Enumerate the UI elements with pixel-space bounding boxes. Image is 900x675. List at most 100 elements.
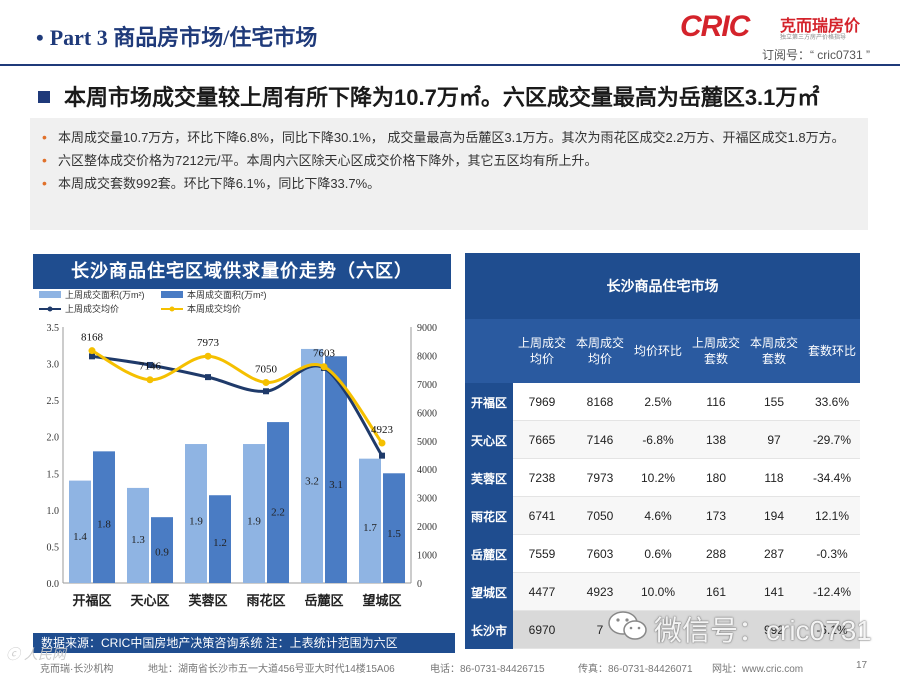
summary-box: 本周成交量10.7万方，环比下降6.8%，同比下降30.1%， 成交量最高为岳麓… bbox=[30, 118, 868, 230]
table-cell: 6741 bbox=[528, 509, 556, 523]
bar-data-label: 1.5 bbox=[387, 528, 401, 540]
y-left-tick-label: 0.5 bbox=[47, 542, 60, 553]
table-column-header: 均价环比 bbox=[633, 344, 682, 358]
y-right-tick-label: 0 bbox=[417, 579, 422, 590]
table-row-header: 天心区 bbox=[465, 421, 513, 459]
logo-chinese-name: 克而瑞房价 bbox=[780, 18, 861, 35]
bar-this-week bbox=[209, 495, 231, 583]
y-left-tick-label: 3.0 bbox=[47, 360, 60, 371]
table-cell: -12.4% bbox=[812, 585, 852, 599]
legend-marker bbox=[47, 306, 53, 312]
legend-label: 本周成交面积(万m²) bbox=[187, 289, 267, 300]
line-data-label: 4923 bbox=[371, 424, 394, 436]
legend-label: 本周成交均价 bbox=[187, 303, 241, 314]
bar-last-week bbox=[69, 480, 91, 583]
legend-label: 上周成交面积(万m²) bbox=[65, 289, 145, 300]
x-tick-label: 芙蓉区 bbox=[188, 593, 227, 608]
corner-watermark: ⓒ 人民网 bbox=[6, 646, 66, 662]
table-cell: -6.8% bbox=[642, 433, 674, 447]
title-bullet: • bbox=[36, 25, 44, 50]
table-cell: 4923 bbox=[586, 585, 614, 599]
table-row: 望城区 4477 4923 10.0% 161 141 -12.4% bbox=[465, 573, 860, 611]
subscribe-id: 订阅号：“ cric0731 ” bbox=[761, 48, 870, 62]
summary-item: 六区整体成交价格为7212元/平。本周内六区除天心区成交价格下降外，其它五区均有… bbox=[42, 149, 856, 172]
table-cell: 7969 bbox=[528, 395, 556, 409]
legend-swatch bbox=[161, 291, 183, 298]
table-cell: 155 bbox=[763, 395, 785, 409]
bar-this-week bbox=[383, 473, 405, 583]
footer-website[interactable]: 网址：www.cric.com bbox=[712, 664, 804, 675]
line-marker bbox=[379, 452, 385, 459]
footer-phone: 电话：86-0731-84426715 bbox=[430, 664, 545, 675]
bar-last-week bbox=[185, 444, 207, 583]
x-tick-label: 望城区 bbox=[362, 593, 401, 608]
line-marker bbox=[378, 439, 386, 447]
y-right-tick-label: 2000 bbox=[417, 522, 437, 533]
line-marker bbox=[205, 374, 211, 381]
line-data-label: 7973 bbox=[197, 337, 220, 349]
table-cell: 7973 bbox=[586, 471, 614, 485]
table-row: 长沙市 6970 7 992 -6.1% bbox=[465, 611, 860, 649]
x-tick-label: 岳麓区 bbox=[304, 593, 343, 608]
y-right-tick-label: 5000 bbox=[417, 437, 437, 448]
page-number: 17 bbox=[856, 660, 868, 671]
line-marker bbox=[88, 347, 96, 355]
headline-text: 本周市场成交量较上周有所下降为10.7万㎡。六区成交量最高为岳麓区3.1万㎡ bbox=[64, 85, 820, 110]
logo-tagline: 独立第三方房产价格指导 bbox=[780, 35, 847, 41]
bar-this-week bbox=[325, 356, 347, 583]
line-marker bbox=[204, 352, 212, 360]
line-marker bbox=[320, 363, 328, 371]
square-bullet-icon bbox=[38, 91, 50, 104]
bar-data-label: 2.2 bbox=[271, 506, 285, 518]
table-column-header: 上周成交套数 bbox=[691, 336, 740, 366]
y-right-tick-label: 8000 bbox=[417, 351, 437, 362]
bar-data-label: 1.7 bbox=[363, 522, 377, 534]
bar-data-label: 1.3 bbox=[131, 534, 145, 546]
footer-address: 地址：湖南省长沙市五一大道456号亚大时代14楼15A06 bbox=[148, 664, 395, 675]
line-marker bbox=[146, 376, 154, 384]
y-left-tick-label: 2.5 bbox=[47, 396, 60, 407]
y-right-tick-label: 3000 bbox=[417, 494, 437, 505]
table-cell: 173 bbox=[705, 509, 727, 523]
table-row-header: 岳麓区 bbox=[465, 535, 513, 573]
table-cell: 118 bbox=[764, 471, 784, 485]
bar-last-week bbox=[301, 348, 323, 583]
table-cell: 4477 bbox=[528, 585, 556, 599]
table-cell: 4.6% bbox=[644, 509, 672, 523]
chart-title: 长沙商品住宅区域供求量价走势（六区） bbox=[33, 254, 451, 289]
line-data-label: 7146 bbox=[139, 361, 162, 373]
table-cell: 287 bbox=[763, 547, 785, 561]
bar-data-label: 1.4 bbox=[73, 531, 87, 543]
table-cell: 138 bbox=[705, 433, 727, 447]
headline: 本周市场成交量较上周有所下降为10.7万㎡。六区成交量最高为岳麓区3.1万㎡ bbox=[38, 80, 819, 112]
footer: 克而瑞·长沙机构 地址：湖南省长沙市五一大道456号亚大时代14楼15A06 电… bbox=[0, 656, 900, 675]
table-cell: 7 bbox=[596, 623, 604, 637]
cric-logo: CRIC 克而瑞房价 独立第三方房产价格指导 bbox=[680, 10, 870, 44]
table-cell: 7559 bbox=[528, 547, 556, 561]
table-column-header: 本周成交均价 bbox=[575, 336, 624, 366]
table-row-header: 芙蓉区 bbox=[465, 459, 513, 497]
table-column-header: 套数环比 bbox=[807, 344, 856, 358]
line-data-label: 8168 bbox=[81, 332, 104, 344]
x-tick-label: 天心区 bbox=[130, 593, 169, 608]
table-header-row: 上周成交均价 本周成交均价 均价环比 上周成交套数 本周成交套数 套数环比 bbox=[465, 319, 860, 383]
logo-brand: CRIC bbox=[680, 10, 750, 43]
wechat-icon bbox=[608, 611, 647, 640]
table-row: 天心区 7665 7146 -6.8% 138 97 -29.7% bbox=[465, 421, 860, 459]
x-tick-label: 开福区 bbox=[72, 593, 111, 608]
data-source-note: 数据来源：CRIC中国房地产决策咨询系统 注：上表统计范围为六区 bbox=[33, 633, 455, 653]
table-cell: 194 bbox=[763, 509, 785, 523]
table-cell: 180 bbox=[705, 471, 727, 485]
table-row: 岳麓区 7559 7603 0.6% 288 287 -0.3% bbox=[465, 535, 860, 573]
y-right-tick-label: 7000 bbox=[417, 380, 437, 391]
table-row: 雨花区 6741 7050 4.6% 173 194 12.1% bbox=[465, 497, 860, 535]
combo-chart: 0.0 0.5 1.0 1.5 2.0 2.5 3.0 3.5 0 1000 2000 3000 400… bbox=[39, 289, 437, 608]
table-row-header: 开福区 bbox=[465, 383, 513, 421]
table-row-header: 望城区 bbox=[465, 573, 513, 611]
table-cell: -6.1% bbox=[816, 623, 848, 637]
table-row: 芙蓉区 7238 7973 10.2% 180 118 -34.4% bbox=[465, 459, 860, 497]
legend-marker bbox=[169, 306, 175, 312]
y-left-tick-label: 1.5 bbox=[47, 469, 60, 480]
table-title: 长沙商品住宅市场 bbox=[465, 253, 860, 319]
wechat-watermark: 微信号：cric0731 bbox=[608, 607, 872, 651]
